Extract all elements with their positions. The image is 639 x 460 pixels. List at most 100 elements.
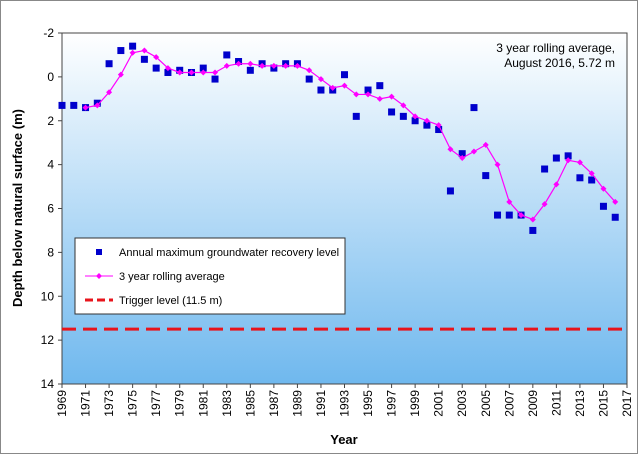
data-point (105, 60, 113, 68)
average-point (329, 84, 336, 91)
x-tick-label: 2011 (549, 390, 563, 416)
average-point (447, 146, 454, 153)
x-tick-label: 1983 (220, 390, 234, 417)
average-point (270, 62, 277, 69)
average-point (306, 67, 313, 74)
data-point (388, 108, 396, 116)
x-tick-label: 1993 (338, 390, 352, 417)
x-tick-label: 1979 (173, 390, 187, 417)
x-tick-label: 1977 (149, 390, 163, 417)
data-point (494, 211, 502, 219)
data-point (129, 42, 137, 50)
average-point (518, 212, 525, 219)
data-point (482, 172, 490, 180)
data-point (611, 213, 619, 221)
data-point (211, 75, 219, 83)
average-point (223, 62, 230, 69)
average-point (588, 170, 595, 177)
average-point (247, 60, 254, 67)
x-tick-label: 2003 (455, 390, 469, 417)
plot-area (61, 32, 628, 385)
data-point (505, 211, 513, 219)
data-point (223, 51, 231, 59)
average-point (106, 89, 113, 96)
legend-box (74, 237, 346, 315)
average-point (482, 141, 489, 148)
average-point (400, 102, 407, 109)
x-tick-label: 2015 (596, 390, 610, 417)
average-point (388, 93, 395, 100)
legend-marker (96, 273, 102, 279)
average-point (553, 181, 560, 188)
x-tick-label: 1995 (361, 390, 375, 417)
x-tick-label: 2013 (573, 390, 587, 417)
average-line (85, 49, 616, 221)
data-point (70, 101, 78, 109)
x-tick-label: 2009 (526, 390, 540, 417)
data-point (164, 68, 172, 76)
x-tick-label: 1997 (385, 390, 399, 417)
average-point (153, 54, 160, 61)
x-tick-label: 1975 (126, 390, 140, 417)
average-point (423, 117, 430, 124)
y-tick-label: 2 (47, 114, 54, 128)
average-point (117, 71, 124, 78)
data-point (246, 66, 254, 74)
data-point (317, 86, 325, 94)
y-tick-label: 6 (47, 202, 54, 216)
x-tick-label: 1989 (290, 390, 304, 417)
average-point (82, 104, 89, 111)
average-point (317, 76, 324, 83)
data-point (552, 154, 560, 162)
average-point (494, 161, 501, 168)
average-point (541, 201, 548, 208)
data-point (341, 71, 348, 79)
average-point (235, 60, 242, 67)
data-point (199, 64, 207, 72)
data-point (529, 226, 537, 234)
x-axis-label: Year (330, 432, 357, 447)
average-point (565, 157, 572, 164)
average-point (529, 216, 536, 223)
x-tick-label: 2001 (432, 390, 446, 417)
average-point (94, 102, 101, 109)
data-point (352, 112, 360, 120)
data-point (588, 176, 596, 184)
average-point (176, 69, 183, 76)
average-point (612, 198, 619, 205)
data-point (458, 150, 466, 158)
data-point (541, 165, 549, 173)
data-point (446, 187, 454, 195)
x-tick-label: 1985 (243, 390, 257, 417)
average-point (435, 122, 442, 129)
x-tick-label: 1969 (55, 390, 69, 417)
average-point (576, 159, 583, 166)
annotation: August 2016, 5.72 m (504, 56, 615, 70)
data-point (376, 82, 384, 90)
average-point (353, 91, 360, 98)
data-point (435, 126, 443, 134)
data-point (599, 202, 607, 210)
x-tick-label: 1991 (314, 390, 328, 417)
y-tick-label: 0 (47, 70, 54, 84)
annotation: 3 year rolling average, (496, 41, 615, 55)
average-point (412, 113, 419, 120)
average-point (188, 69, 195, 76)
data-point (411, 117, 419, 125)
x-tick-label: 1999 (408, 390, 422, 417)
average-point (506, 198, 513, 205)
average-point (459, 155, 466, 162)
y-tick-label: 4 (47, 158, 54, 172)
data-point (117, 47, 125, 55)
average-point (341, 82, 348, 89)
average-point (294, 62, 301, 69)
average-point (200, 69, 207, 76)
average-point (141, 47, 148, 54)
data-point (58, 101, 66, 109)
data-point (423, 121, 431, 129)
average-point (259, 62, 266, 69)
data-point (305, 75, 313, 83)
data-point (576, 174, 584, 182)
